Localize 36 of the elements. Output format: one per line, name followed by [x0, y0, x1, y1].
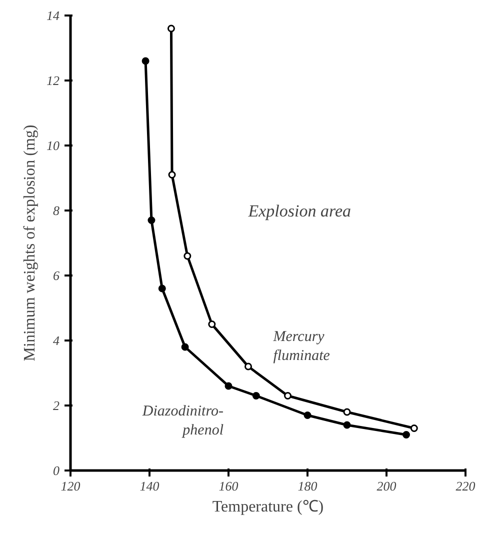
point [343, 408, 351, 416]
y-axis-title: Minimum weights of explosion (mg) [22, 124, 38, 362]
point [410, 424, 418, 432]
point [284, 392, 292, 400]
x-tick-label: 200 [376, 478, 397, 494]
series-label: Mercury fluminate [272, 328, 330, 364]
point [167, 24, 175, 32]
point [181, 343, 189, 351]
point [158, 284, 166, 292]
y-tick-label: 6 [53, 268, 60, 283]
point [208, 320, 216, 328]
point [252, 392, 260, 400]
x-tick-label: 120 [60, 478, 81, 494]
point [402, 431, 410, 438]
point [142, 57, 150, 65]
y-tick-label: 0 [53, 463, 60, 478]
point [224, 382, 232, 390]
y-tick-label: 14 [46, 8, 60, 23]
x-tick-label: 220 [456, 478, 476, 494]
y-tick-label: 10 [46, 138, 60, 153]
point [148, 216, 156, 224]
x-tick-label: 140 [140, 478, 160, 494]
point [184, 252, 192, 260]
y-tick-label: 12 [46, 73, 60, 88]
x-axis-title: Temperature (℃) [212, 498, 324, 516]
point [168, 171, 176, 178]
point [343, 421, 351, 429]
point [244, 362, 252, 370]
series-label: Diazodinitro- phenol [141, 403, 224, 439]
y-tick-label: 2 [53, 398, 60, 413]
point [304, 412, 312, 419]
annotation: Explosion area [247, 201, 352, 220]
x-tick-label: 160 [218, 478, 239, 494]
y-tick-label: 4 [53, 333, 60, 348]
y-tick-label: 8 [53, 203, 60, 218]
x-tick-label: 180 [298, 478, 318, 494]
